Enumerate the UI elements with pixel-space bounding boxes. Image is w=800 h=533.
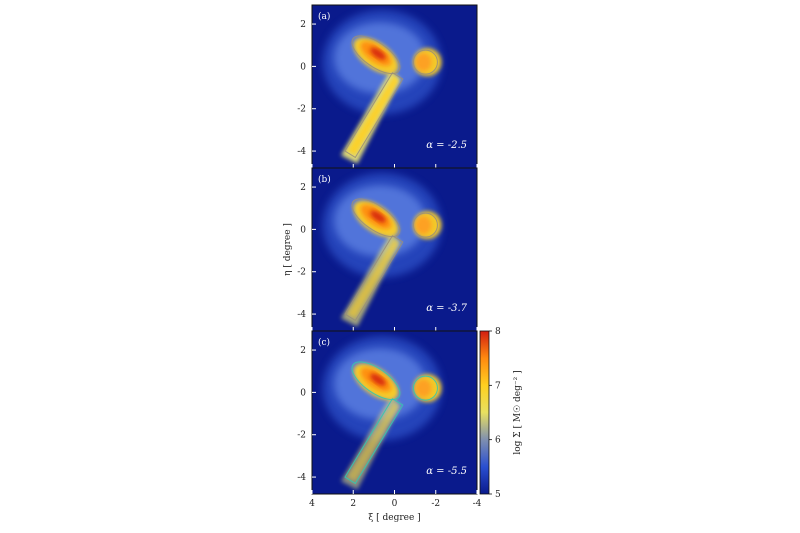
y-tick-label: 0 <box>300 388 306 398</box>
colorbar-tick-label: 5 <box>495 490 501 500</box>
contour-stream <box>344 398 404 485</box>
stream-tail-core <box>347 74 399 156</box>
x-tick-label: -2 <box>431 499 440 509</box>
panel-plot-area <box>312 168 477 331</box>
axes-group: 4 2 0 -2 -4 ξ [ degree ] η [ degree ] <box>283 223 482 523</box>
colorbar-bar <box>479 330 490 495</box>
panel-3: (c) α = -5.5 2 0 -2 -4 <box>297 330 478 495</box>
y-tick-label: -2 <box>297 431 306 441</box>
lobe-right-core <box>415 379 432 398</box>
alpha-annotation: α = -3.7 <box>426 303 467 314</box>
colorbar-tick-label: 6 <box>495 436 501 446</box>
y-tick-label: -2 <box>297 105 306 115</box>
y-tick-label: -4 <box>297 310 306 320</box>
contour-stream <box>344 235 404 322</box>
x-tick-label: 0 <box>392 499 398 509</box>
colorbar: 5 6 7 8 log Σ [ M☉ deg⁻² ] <box>479 327 523 500</box>
contour-body <box>351 361 401 401</box>
lobe-right-core <box>415 53 432 72</box>
main-body-peak <box>370 210 386 223</box>
contour-body <box>351 35 401 75</box>
colorbar-tick-label: 8 <box>495 327 501 337</box>
contour-lobe <box>412 49 438 75</box>
colorbar-tick-label: 7 <box>495 381 501 391</box>
x-tick-label: 4 <box>309 499 315 509</box>
y-tick-label: 2 <box>300 346 306 356</box>
contour-body <box>351 198 401 238</box>
panel-label: (a) <box>318 11 330 22</box>
y-tick-label: 0 <box>300 225 306 235</box>
panel-label: (c) <box>318 337 330 348</box>
y-tick-label: 2 <box>300 183 306 193</box>
main-body-peak <box>370 47 386 60</box>
stream-tail-core <box>347 237 399 319</box>
contour-stream <box>344 72 404 159</box>
contour-lobe <box>412 375 438 401</box>
y-tick-label: 2 <box>300 20 306 30</box>
alpha-annotation: α = -2.5 <box>426 140 467 151</box>
colorbar-label: log Σ [ M☉ deg⁻² ] <box>513 370 523 454</box>
x-axis-label: ξ [ degree ] <box>368 513 420 523</box>
y-tick-label: 0 <box>300 62 306 72</box>
lobe-right-core <box>415 216 432 235</box>
panel-2: (b) α = -3.7 2 0 -2 -4 <box>297 167 478 332</box>
panel-1: (a) α = -2.5 2 0 -2 -4 <box>297 4 478 169</box>
y-axis-label: η [ degree ] <box>283 223 293 276</box>
panel-plot-area <box>312 331 477 494</box>
alpha-annotation: α = -5.5 <box>426 466 467 477</box>
y-tick-label: -2 <box>297 268 306 278</box>
panels-group: (a) α = -2.5 2 0 -2 -4 (b) α = -3.7 2 0 -2 -4 (c) α =… <box>297 4 478 495</box>
y-tick-label: -4 <box>297 473 306 483</box>
stream-tail-core <box>347 400 399 482</box>
main-body-peak <box>370 373 386 386</box>
panel-plot-area <box>312 5 477 168</box>
contour-lobe <box>412 212 438 238</box>
x-tick-label: -4 <box>473 499 482 509</box>
x-tick-label: 2 <box>350 499 356 509</box>
y-tick-label: -4 <box>297 147 306 157</box>
panel-label: (b) <box>318 174 331 185</box>
